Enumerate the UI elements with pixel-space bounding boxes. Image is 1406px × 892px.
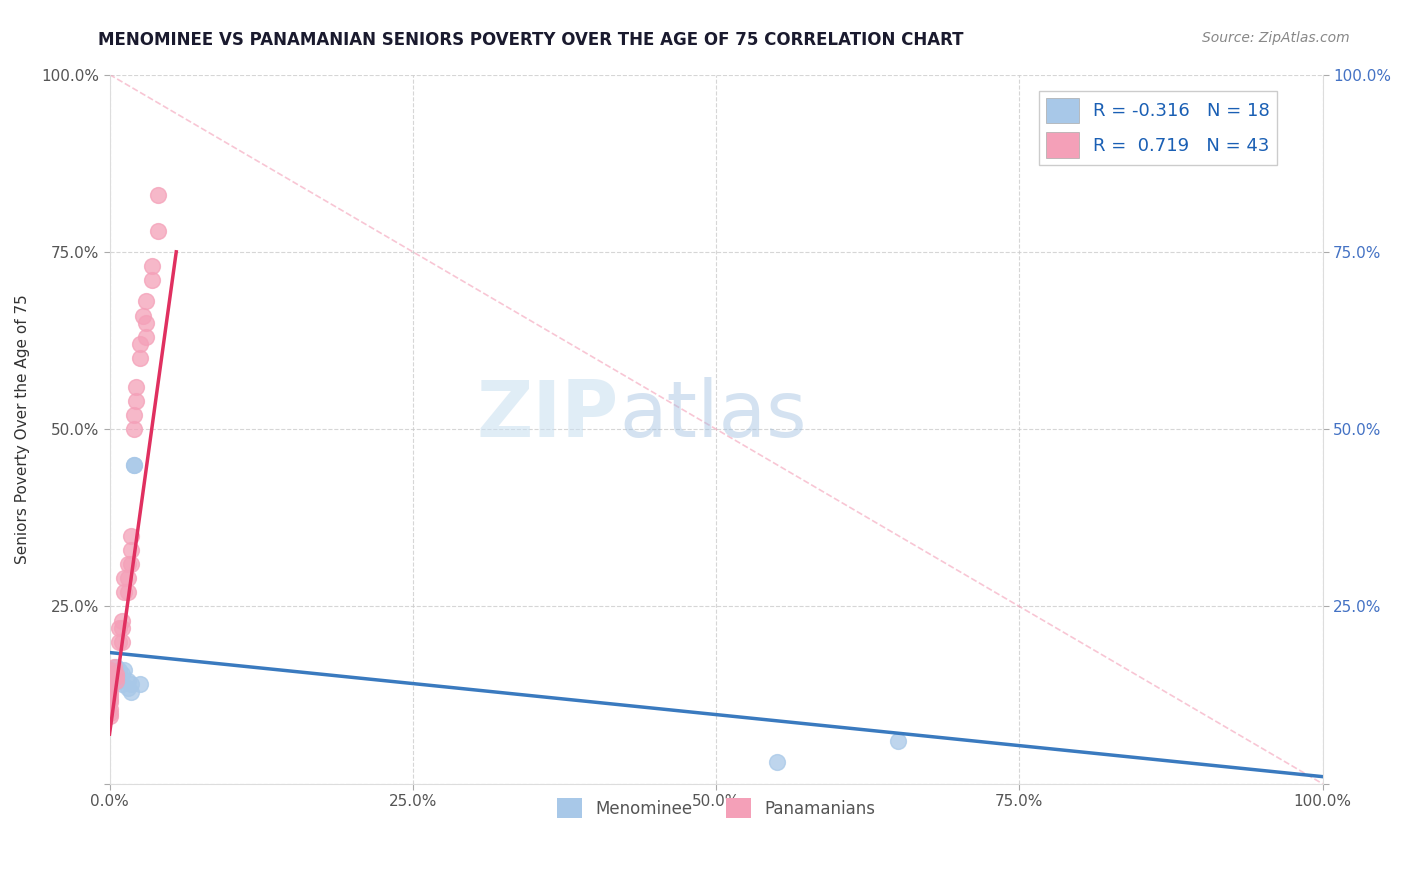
Point bbox=[98, 688, 121, 702]
Point bbox=[112, 571, 135, 585]
Point bbox=[104, 659, 127, 673]
Point bbox=[98, 666, 121, 681]
Point bbox=[98, 695, 121, 709]
Point bbox=[108, 635, 131, 649]
Point bbox=[104, 666, 127, 681]
Point bbox=[98, 663, 121, 677]
Point bbox=[141, 273, 163, 287]
Point bbox=[122, 458, 145, 472]
Point bbox=[117, 585, 139, 599]
Point bbox=[108, 621, 131, 635]
Point bbox=[108, 673, 131, 688]
Point bbox=[108, 663, 131, 677]
Point bbox=[98, 681, 121, 695]
Text: ZIP: ZIP bbox=[477, 377, 619, 453]
Point bbox=[117, 557, 139, 571]
Point bbox=[98, 663, 121, 677]
Point bbox=[128, 677, 150, 691]
Point bbox=[98, 691, 121, 706]
Text: Source: ZipAtlas.com: Source: ZipAtlas.com bbox=[1202, 31, 1350, 45]
Point bbox=[765, 756, 787, 770]
Point bbox=[135, 316, 157, 330]
Legend: Menominee, Panamanians: Menominee, Panamanians bbox=[550, 791, 882, 825]
Point bbox=[135, 330, 157, 344]
Point bbox=[104, 666, 127, 681]
Point bbox=[111, 677, 134, 691]
Point bbox=[135, 294, 157, 309]
Point bbox=[112, 585, 135, 599]
Point bbox=[103, 659, 125, 673]
Point bbox=[887, 734, 910, 748]
Point bbox=[104, 673, 127, 688]
Point bbox=[98, 670, 121, 684]
Point bbox=[112, 663, 135, 677]
Point bbox=[120, 542, 142, 557]
Text: atlas: atlas bbox=[619, 377, 807, 453]
Point bbox=[120, 528, 142, 542]
Point bbox=[125, 379, 148, 393]
Point bbox=[111, 635, 134, 649]
Point bbox=[117, 681, 139, 695]
Point bbox=[128, 351, 150, 366]
Point bbox=[122, 408, 145, 422]
Point bbox=[104, 670, 127, 684]
Point bbox=[111, 621, 134, 635]
Point bbox=[132, 309, 155, 323]
Point bbox=[125, 393, 148, 408]
Point bbox=[98, 684, 121, 698]
Point bbox=[98, 702, 121, 716]
Point bbox=[122, 458, 145, 472]
Point bbox=[117, 571, 139, 585]
Point bbox=[146, 188, 169, 202]
Point bbox=[98, 666, 121, 681]
Point bbox=[120, 677, 142, 691]
Point bbox=[98, 706, 121, 720]
Point bbox=[122, 422, 145, 436]
Point bbox=[146, 223, 169, 237]
Point bbox=[111, 666, 134, 681]
Point bbox=[120, 684, 142, 698]
Point bbox=[111, 614, 134, 628]
Point bbox=[128, 337, 150, 351]
Point bbox=[117, 673, 139, 688]
Text: MENOMINEE VS PANAMANIAN SENIORS POVERTY OVER THE AGE OF 75 CORRELATION CHART: MENOMINEE VS PANAMANIAN SENIORS POVERTY … bbox=[98, 31, 965, 49]
Point bbox=[120, 557, 142, 571]
Point bbox=[98, 673, 121, 688]
Point bbox=[98, 709, 121, 723]
Y-axis label: Seniors Poverty Over the Age of 75: Seniors Poverty Over the Age of 75 bbox=[15, 294, 30, 564]
Point bbox=[141, 259, 163, 273]
